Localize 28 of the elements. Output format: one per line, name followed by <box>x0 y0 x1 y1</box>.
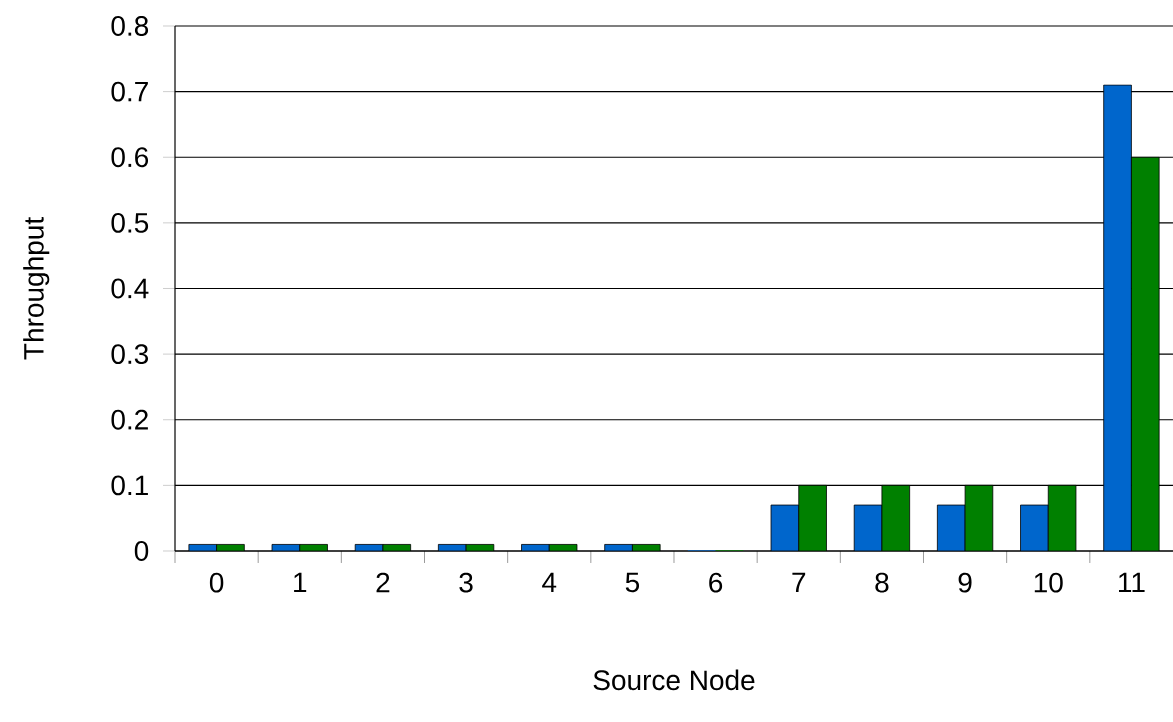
bar <box>853 504 883 551</box>
x-tick-label: 5 <box>625 572 640 593</box>
bar <box>936 504 966 551</box>
x-tick-label: 10 <box>1034 572 1063 593</box>
y-tick-label: 0.4 <box>111 278 149 299</box>
x-tick-label: 0 <box>209 572 224 593</box>
x-tick-label: 2 <box>376 572 390 593</box>
bar <box>770 504 800 551</box>
x-tick-label: 3 <box>459 572 473 593</box>
y-tick-label: 0.6 <box>111 147 149 168</box>
y-tick-label: 0.1 <box>111 475 148 496</box>
x-tick-label: 11 <box>1119 572 1145 592</box>
y-tick-label: 0.2 <box>111 409 148 430</box>
x-tick-label: 8 <box>875 572 889 593</box>
y-tick-label: 0.7 <box>111 81 148 102</box>
y-tick-label: 0.8 <box>111 16 149 36</box>
x-tick-label: 6 <box>709 572 723 593</box>
x-axis-title: Source Node <box>593 669 755 691</box>
y-tick-label: 0 <box>134 541 149 561</box>
bar <box>1020 504 1049 551</box>
x-tick-label: 7 <box>792 572 806 592</box>
x-tick-label: 4 <box>542 572 557 592</box>
y-tick-label: 0.3 <box>111 344 149 365</box>
x-tick-label: 9 <box>958 572 972 593</box>
x-tick-label: 1 <box>294 572 307 592</box>
bar <box>1103 84 1132 551</box>
y-tick-label: 0.5 <box>111 212 149 233</box>
y-axis-title: Throughput <box>23 217 50 360</box>
